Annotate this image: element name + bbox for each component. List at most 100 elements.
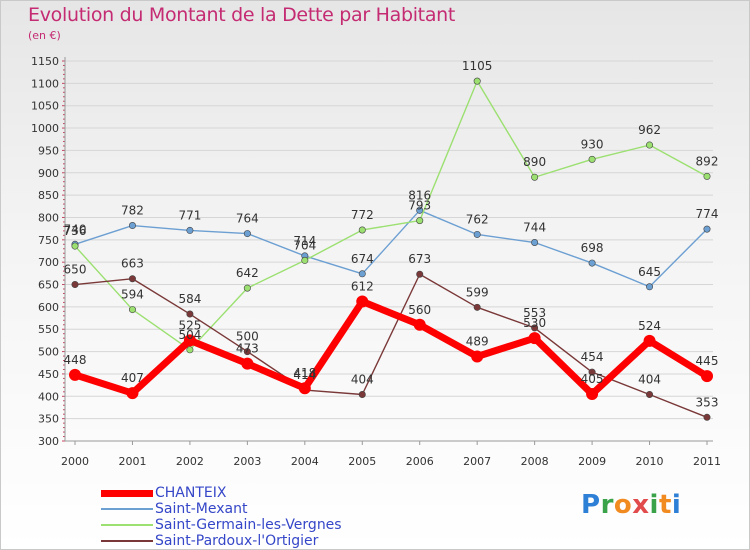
chart-title: Evolution du Montant de la Dette par Hab… [28, 4, 456, 26]
y-tick-label: 450 [38, 368, 59, 381]
y-tick-label: 650 [38, 279, 59, 292]
x-tick-label: 2010 [636, 455, 664, 468]
x-tick-label: 2007 [463, 455, 491, 468]
data-point [128, 306, 136, 314]
y-tick-label: 800 [38, 211, 59, 224]
y-tick-label: 300 [38, 435, 59, 448]
data-label: 473 [236, 342, 259, 356]
data-label: 663 [121, 257, 144, 271]
data-point [358, 270, 366, 278]
data-label: 674 [351, 252, 374, 266]
y-tick-label: 350 [38, 413, 59, 426]
legend-swatch [101, 524, 153, 526]
logo-letter: P [581, 490, 601, 520]
data-label: 594 [121, 288, 144, 302]
x-tick-label: 2001 [118, 455, 146, 468]
y-tick-label: 850 [38, 189, 59, 202]
data-label: 445 [696, 354, 719, 368]
data-label: 407 [121, 371, 144, 385]
data-label: 612 [351, 280, 374, 294]
data-point [643, 334, 656, 347]
data-point [471, 350, 484, 363]
data-point [528, 332, 541, 345]
data-point [71, 242, 79, 250]
data-point [128, 222, 136, 230]
data-label: 1105 [462, 59, 493, 73]
y-tick-label: 600 [38, 301, 59, 314]
unit-label: (en €) [28, 29, 61, 42]
logo-letter: i [649, 490, 659, 520]
y-tick-label: 700 [38, 256, 59, 269]
data-point [71, 281, 79, 289]
data-label: 584 [178, 292, 201, 306]
y-tick-label: 1050 [31, 100, 59, 113]
legend-label: Saint-Germain-les-Vergnes [155, 517, 342, 533]
data-point [646, 283, 654, 291]
data-label: 698 [581, 241, 604, 255]
data-point [588, 368, 596, 376]
y-tick-label: 950 [38, 144, 59, 157]
series-line [71, 298, 711, 398]
data-point [183, 334, 196, 347]
data-point [243, 284, 251, 292]
data-label: 782 [121, 204, 144, 218]
x-tick-label: 2008 [521, 455, 549, 468]
data-label: 530 [523, 316, 546, 330]
data-label: 793 [408, 199, 431, 213]
legend-swatch [101, 489, 153, 497]
data-label: 404 [351, 373, 374, 387]
data-label: 772 [351, 208, 374, 222]
data-label: 489 [466, 335, 489, 349]
y-tick-label: 400 [38, 390, 59, 403]
data-point [531, 173, 539, 181]
data-label: 454 [581, 350, 604, 364]
data-label: 930 [581, 137, 604, 151]
data-point [241, 357, 254, 370]
data-point [298, 382, 311, 395]
y-tick-label: 1100 [31, 77, 59, 90]
x-tick-label: 2003 [233, 455, 261, 468]
data-point [531, 324, 539, 332]
legend-swatch [101, 540, 153, 542]
legend-item: CHANTEIX [101, 485, 401, 501]
x-tick-label: 2011 [693, 455, 721, 468]
y-tick-label: 1000 [31, 122, 59, 135]
data-point [703, 172, 711, 180]
data-point [531, 239, 539, 247]
data-point [416, 217, 424, 225]
data-point [646, 391, 654, 399]
legend-swatch [101, 508, 153, 510]
data-point [588, 155, 596, 163]
data-label: 736 [64, 224, 87, 238]
data-point [243, 348, 251, 356]
data-point [416, 206, 424, 214]
y-tick-label: 500 [38, 346, 59, 359]
data-label: 404 [638, 373, 661, 387]
data-label: 892 [696, 154, 719, 168]
legend-item: Saint-Germain-les-Vergnes [101, 517, 401, 533]
data-label: 704 [293, 238, 316, 252]
legend: CHANTEIX Saint-Mexant Saint-Germain-les-Ve… [101, 485, 401, 549]
data-label: 762 [466, 212, 489, 226]
data-point [701, 370, 713, 383]
x-tick-label: 2002 [176, 455, 204, 468]
x-tick-label: 2004 [291, 455, 319, 468]
data-point [128, 275, 136, 283]
data-label: 740 [64, 222, 87, 236]
data-point [703, 225, 711, 233]
proxiti-logo: Proxiti [581, 490, 681, 520]
data-point [356, 295, 369, 308]
x-tick-label: 2005 [348, 455, 376, 468]
data-label: 962 [638, 123, 661, 137]
data-point [416, 270, 424, 278]
data-label: 418 [293, 366, 316, 380]
data-point [358, 226, 366, 234]
data-label: 448 [64, 353, 87, 367]
logo-letter: t [658, 490, 672, 520]
data-label: 525 [178, 318, 201, 332]
legend-item: Saint-Pardoux-l'Ortigier [101, 533, 401, 549]
logo-letter: x [632, 490, 650, 520]
data-label: 414 [293, 368, 316, 382]
x-tick-label: 2006 [406, 455, 434, 468]
data-label: 890 [523, 155, 546, 169]
